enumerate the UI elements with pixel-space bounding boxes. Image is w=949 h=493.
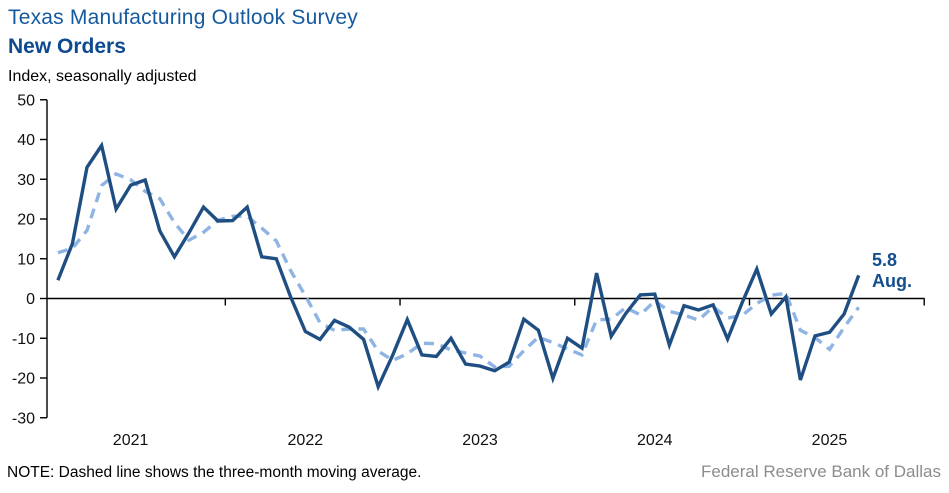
y-tick-label: 30 [17, 172, 35, 189]
footnote: NOTE: Dashed line shows the three-month … [7, 464, 422, 481]
y-tick-label: 40 [17, 132, 35, 149]
chart-title: Texas Manufacturing Outlook Survey [8, 6, 358, 29]
unit-label: Index, seasonally adjusted [8, 68, 197, 85]
x-tick-label: 2021 [113, 432, 149, 449]
moving-average-line [57, 171, 861, 369]
y-tick-label: 20 [17, 212, 35, 229]
chart-header: Texas Manufacturing Outlook Survey New O… [8, 6, 358, 86]
chart-subtitle: New Orders [8, 35, 126, 58]
x-tick-label: 2023 [462, 432, 498, 449]
y-tick-label: 50 [17, 92, 35, 109]
y-tick-label: -10 [12, 331, 35, 348]
source-label: Federal Reserve Bank of Dallas [700, 462, 941, 481]
x-tick-label: 2022 [288, 432, 324, 449]
last-point-value: 5.8 [872, 250, 898, 270]
x-tick-label: 2024 [637, 432, 673, 449]
y-tick-label: 0 [26, 291, 35, 308]
monthly-line [56, 141, 861, 392]
y-tick-label: 10 [17, 251, 35, 268]
last-point-annotation: 5.8 Aug. [872, 250, 912, 292]
last-point-month: Aug. [872, 271, 912, 291]
y-tick-label: -30 [12, 410, 35, 427]
y-tick-label: -20 [12, 371, 35, 388]
x-tick-label: 2025 [812, 432, 848, 449]
